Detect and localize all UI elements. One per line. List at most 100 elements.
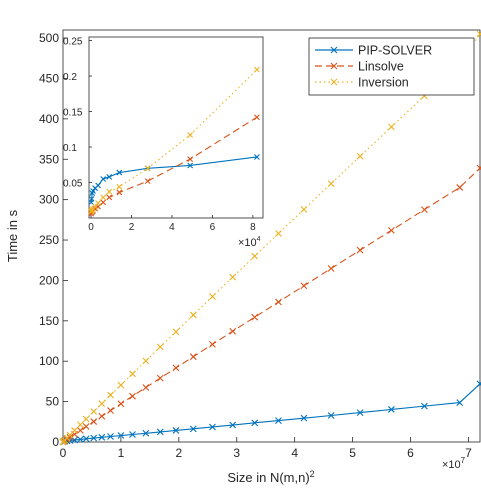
- main-data-point: [82, 435, 90, 443]
- inset-plot-frame: [88, 36, 264, 219]
- main-y-tick-label: 250: [39, 233, 59, 247]
- inset-y-tick-label: 0.25: [63, 37, 83, 48]
- legend-item: Inversion: [315, 76, 409, 90]
- main-data-point: [98, 433, 106, 441]
- y-axis-title: Time in s: [5, 209, 20, 262]
- main-data-point: [275, 417, 282, 424]
- main-y-tick-label: 200: [39, 273, 59, 287]
- inset-ticks: 0 2 4 6 8 0.05 0.1 0.15 0.2 0.25: [63, 37, 256, 233]
- main-data-point: [251, 313, 259, 321]
- main-data-point: [129, 370, 136, 378]
- main-data-point: [456, 399, 464, 406]
- inset-x-tick-label: 6: [210, 222, 216, 233]
- inset-data-point: [187, 162, 194, 169]
- main-data-point: [229, 327, 237, 335]
- inset-data-point: [90, 188, 96, 194]
- legend: PIP-SOLVER Linsolve Inversion: [308, 37, 475, 96]
- main-x-tick-label: 3: [233, 446, 240, 460]
- inset-series-line-0: [90, 156, 257, 203]
- inset-x-tick-label: 2: [129, 222, 135, 233]
- inset-y-tick-label: 0.05: [63, 179, 83, 190]
- inset-axes: 0 2 4 6 8 0.05 0.1 0.15 0.2 0.25 ×104: [63, 36, 264, 249]
- main-data-point: [275, 298, 282, 306]
- main-data-point: [209, 340, 216, 348]
- inset-data-point: [254, 154, 260, 160]
- main-ticks: 0 1 2 3 4 5 6 7 0 50 100 150 200 250 300 350 400 450 500: [39, 31, 472, 460]
- main-data-point: [387, 406, 395, 413]
- main-data-point: [456, 184, 464, 191]
- main-x-tick-label: 5: [349, 446, 356, 460]
- main-data-point: [90, 434, 98, 442]
- inset-data-point: [254, 114, 260, 121]
- inset-x-tick-label: 0: [88, 222, 94, 233]
- main-data-point: [300, 282, 308, 290]
- main-y-tick-label: 150: [39, 314, 59, 328]
- main-data-point: [356, 409, 364, 416]
- main-data-point: [229, 421, 237, 429]
- inset-y-tick-label: 0.15: [63, 108, 83, 119]
- inset-x-tick-label: 8: [250, 222, 256, 233]
- legend-label: PIP-SOLVER: [358, 44, 432, 58]
- main-data-point: [209, 293, 216, 300]
- inset-data-point: [106, 173, 113, 180]
- main-data-point: [142, 357, 150, 365]
- main-data-point: [387, 123, 395, 131]
- legend-item: Linsolve: [315, 60, 404, 74]
- main-data-point: [156, 374, 164, 382]
- main-y-tick-label: 100: [39, 354, 59, 368]
- x-axis-title: Size in N(m,n)2: [227, 469, 314, 485]
- inset-data-point: [100, 176, 107, 182]
- main-data-point: [300, 205, 308, 213]
- main-data-point: [172, 364, 180, 372]
- main-x-tick-label: 4: [291, 446, 298, 460]
- inset-data-point: [92, 205, 98, 212]
- inset-data-point: [187, 132, 194, 138]
- main-data-point: [172, 427, 180, 434]
- main-y-tick-label: 500: [39, 31, 59, 45]
- inset-data-point: [100, 194, 107, 201]
- legend-label: Linsolve: [358, 60, 404, 74]
- main-data-point: [156, 343, 164, 351]
- main-x-tick-label: 2: [175, 446, 182, 460]
- main-data-point: [209, 423, 216, 431]
- main-data-point: [76, 426, 84, 434]
- inset-data-point: [144, 178, 151, 184]
- legend-label: Inversion: [358, 76, 409, 90]
- legend-items: PIP-SOLVER Linsolve Inversion: [315, 44, 432, 90]
- inset-data-point: [100, 199, 107, 206]
- main-data-point: [98, 412, 106, 420]
- inset-data-point: [254, 66, 260, 73]
- inset-series-line-2: [90, 69, 258, 212]
- main-data-point: [142, 384, 150, 391]
- main-data-point: [189, 425, 197, 433]
- main-data-point: [117, 400, 125, 408]
- main-data-point: [229, 273, 237, 281]
- inset-data-point: [106, 194, 113, 201]
- inset-y-tick-label: 0.1: [63, 143, 77, 154]
- inset-x-axis-exponent: ×104: [238, 236, 261, 249]
- main-y-tick-label: 0: [52, 435, 59, 449]
- main-data-point: [327, 180, 335, 188]
- main-data-point: [476, 380, 481, 388]
- main-data-point: [107, 407, 114, 414]
- inset-x-tick-label: 4: [169, 222, 175, 233]
- inset-data-point: [187, 156, 194, 162]
- main-x-tick-label: 1: [118, 446, 125, 460]
- main-data-point: [189, 353, 197, 361]
- main-x-tick-label: 6: [407, 446, 414, 460]
- main-series-line-1: [62, 167, 481, 443]
- inset-data-point: [116, 189, 123, 196]
- main-data-point: [172, 328, 180, 336]
- main-data-point: [76, 436, 84, 443]
- main-data-point: [82, 423, 90, 430]
- main-y-tick-label: 50: [46, 395, 60, 409]
- main-data-point: [275, 230, 282, 237]
- inset-data-point: [95, 200, 101, 206]
- inset-data-point: [88, 195, 95, 202]
- main-data-point: [327, 412, 335, 419]
- legend-item: PIP-SOLVER: [315, 44, 432, 58]
- inset-series: [88, 66, 260, 217]
- main-data-point: [421, 206, 428, 213]
- inset-data-point: [116, 169, 123, 176]
- main-data-point: [98, 400, 106, 408]
